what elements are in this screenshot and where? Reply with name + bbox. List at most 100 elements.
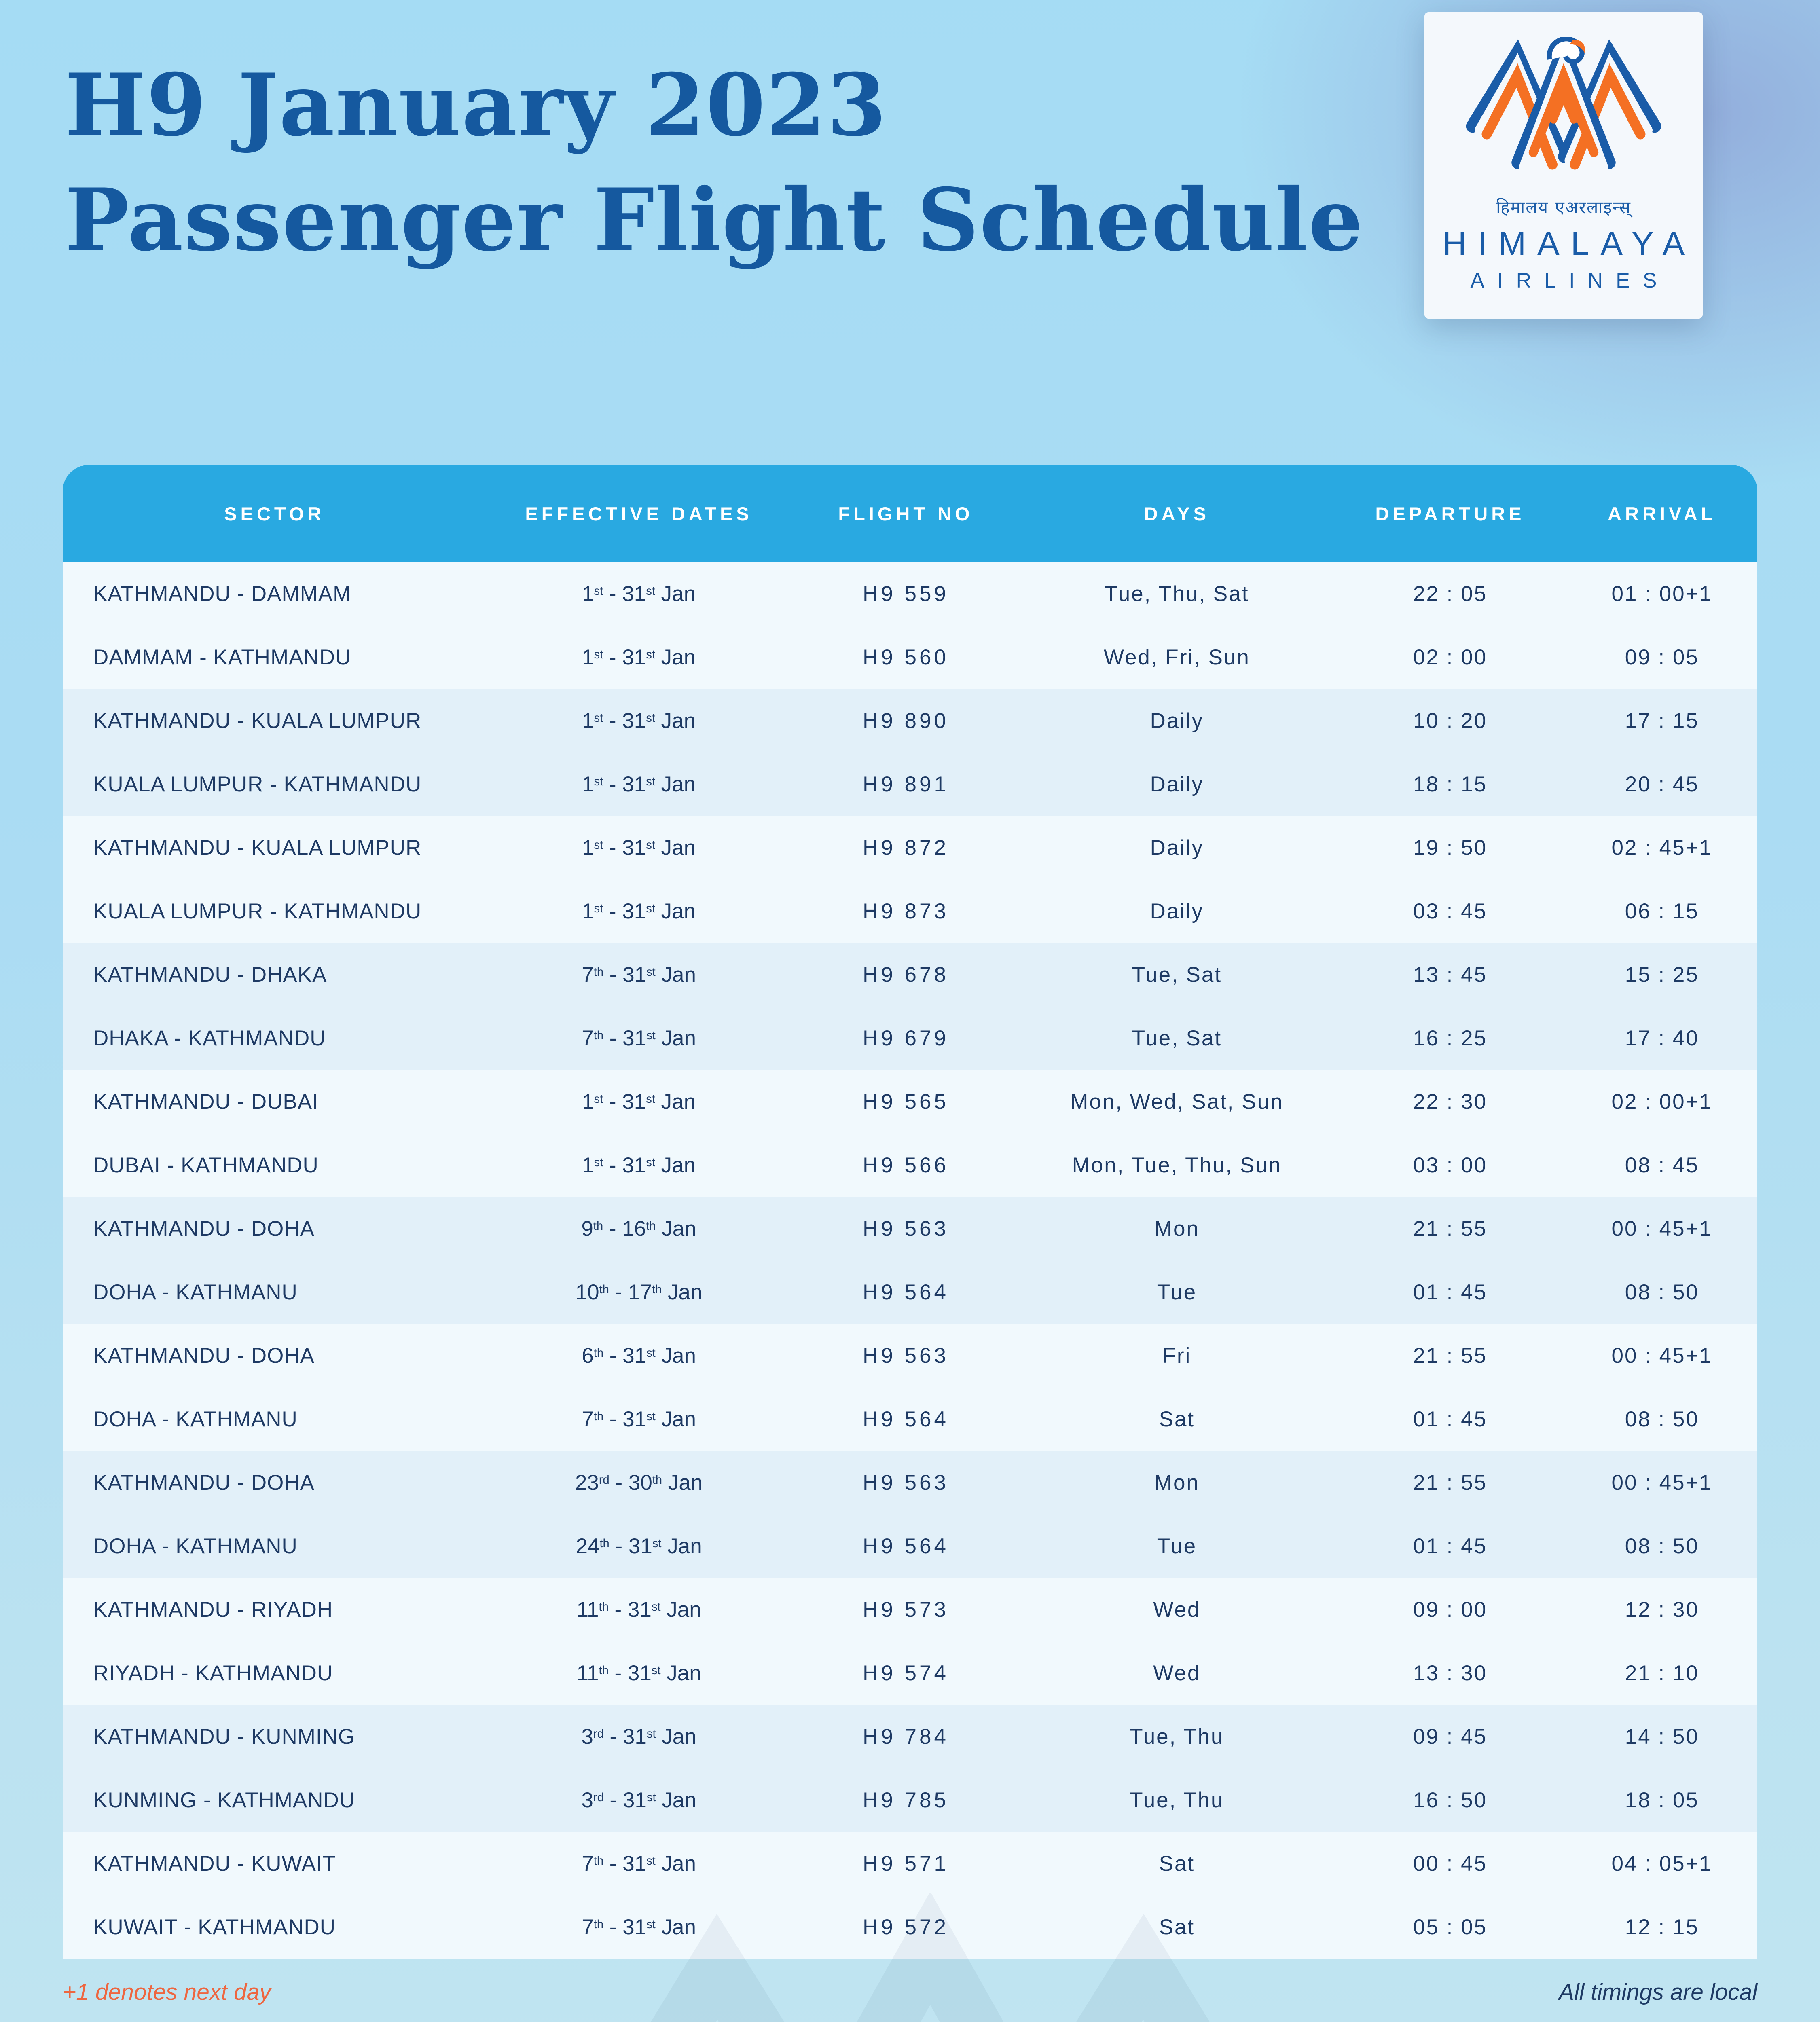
table-row: DHAKA - KATHMANDU 7th - 31st Jan H9 679 … (63, 1007, 1757, 1070)
row-days: Daily (1150, 836, 1204, 860)
row-arrival: 15 : 25 (1625, 963, 1699, 987)
row-flight-no: H9 573 (863, 1598, 949, 1622)
row-flight-no: H9 565 (863, 1090, 949, 1114)
row-sector: KUALA LUMPUR - KATHMANDU (93, 772, 422, 796)
row-effective-dates: 7th - 31st Jan (582, 963, 696, 987)
row-departure: 16 : 25 (1413, 1026, 1488, 1050)
row-sector: DAMMAM - KATHMANDU (93, 645, 351, 669)
row-effective-dates: 6th - 31st Jan (582, 1344, 696, 1368)
row-effective-dates: 1st - 31st Jan (582, 1153, 696, 1177)
row-flight-no: H9 563 (863, 1471, 949, 1495)
row-days: Wed (1153, 1661, 1201, 1685)
row-flight-no: H9 563 (863, 1217, 949, 1241)
table-row: KATHMANDU - KUNMING 3rd - 31st Jan H9 78… (63, 1705, 1757, 1768)
footnote-local-timings: All timings are local (1558, 1979, 1757, 2005)
row-arrival: 18 : 05 (1625, 1788, 1699, 1812)
row-days: Fri (1162, 1344, 1191, 1368)
row-flight-no: H9 785 (863, 1788, 949, 1812)
row-effective-dates: 9th - 16th Jan (581, 1217, 696, 1241)
table-row: KATHMANDU - DOHA 9th - 16th Jan H9 563 M… (63, 1197, 1757, 1261)
row-departure: 03 : 00 (1413, 1153, 1488, 1177)
page-title-line1: H9 January 2023 (65, 55, 887, 155)
row-effective-dates: 24th - 31st Jan (576, 1534, 702, 1558)
row-arrival: 17 : 40 (1625, 1026, 1699, 1050)
table-row: DOHA - KATHMANU 7th - 31st Jan H9 564 Sa… (63, 1387, 1757, 1451)
header-arrival: ARRIVAL (1608, 503, 1716, 525)
himalaya-airlines-bird-logo-icon (1466, 37, 1661, 172)
row-departure: 22 : 30 (1413, 1090, 1488, 1114)
table-row: RIYADH - KATHMANDU 11th - 31st Jan H9 57… (63, 1641, 1757, 1705)
row-effective-dates: 23rd - 30th Jan (575, 1471, 703, 1495)
row-arrival: 12 : 30 (1625, 1598, 1699, 1622)
table-row: KATHMANDU - DUBAI 1st - 31st Jan H9 565 … (63, 1070, 1757, 1134)
row-arrival: 17 : 15 (1625, 709, 1699, 733)
row-arrival: 02 : 45+1 (1611, 836, 1713, 860)
row-departure: 21 : 55 (1413, 1344, 1488, 1368)
table-row: DUBAI - KATHMANDU 1st - 31st Jan H9 566 … (63, 1134, 1757, 1197)
table-row: KATHMANDU - DOHA 6th - 31st Jan H9 563 F… (63, 1324, 1757, 1387)
row-effective-dates: 1st - 31st Jan (582, 1090, 696, 1114)
page-title: H9 January 2023 Passenger Flight Schedul… (65, 48, 1364, 277)
row-flight-no: H9 873 (863, 899, 949, 923)
header-effective-dates: EFFECTIVE DATES (525, 503, 753, 525)
row-departure: 13 : 45 (1413, 963, 1488, 987)
logo-subname-text: AIRLINES (1470, 269, 1670, 292)
row-departure: 03 : 45 (1413, 899, 1488, 923)
logo-name-text: HIMALAYA (1442, 225, 1696, 262)
row-departure: 18 : 15 (1413, 772, 1488, 796)
row-flight-no: H9 679 (863, 1026, 949, 1050)
row-departure: 00 : 45 (1413, 1852, 1488, 1876)
table-row: DOHA - KATHMANU 24th - 31st Jan H9 564 T… (63, 1514, 1757, 1578)
table-body: KATHMANDU - DAMMAM 1st - 31st Jan H9 559… (63, 562, 1757, 1959)
row-flight-no: H9 559 (863, 582, 949, 606)
row-departure: 01 : 45 (1413, 1280, 1488, 1304)
row-effective-dates: 1st - 31st Jan (582, 772, 696, 796)
row-effective-dates: 7th - 31st Jan (582, 1915, 696, 1939)
row-sector: KATHMANDU - KUNMING (93, 1725, 356, 1749)
table-row: DAMMAM - KATHMANDU 1st - 31st Jan H9 560… (63, 626, 1757, 689)
row-arrival: 01 : 00+1 (1611, 582, 1713, 606)
row-flight-no: H9 784 (863, 1725, 949, 1749)
row-arrival: 08 : 50 (1625, 1407, 1699, 1431)
table-row: KATHMANDU - KUALA LUMPUR 1st - 31st Jan … (63, 689, 1757, 753)
row-effective-dates: 1st - 31st Jan (582, 836, 696, 860)
row-days: Tue, Thu (1130, 1725, 1224, 1749)
row-sector: DHAKA - KATHMANDU (93, 1026, 326, 1050)
row-flight-no: H9 678 (863, 963, 949, 987)
row-effective-dates: 7th - 31st Jan (582, 1407, 696, 1431)
row-flight-no: H9 891 (863, 772, 949, 796)
footnote-next-day: +1 denotes next day (63, 1979, 271, 2005)
row-arrival: 00 : 45+1 (1611, 1217, 1713, 1241)
row-departure: 09 : 00 (1413, 1598, 1488, 1622)
header-departure: DEPARTURE (1375, 503, 1525, 525)
row-effective-dates: 10th - 17th Jan (575, 1280, 703, 1304)
row-days: Sat (1159, 1852, 1195, 1876)
row-departure: 13 : 30 (1413, 1661, 1488, 1685)
row-arrival: 14 : 50 (1625, 1725, 1699, 1749)
row-effective-dates: 7th - 31st Jan (582, 1026, 696, 1050)
row-flight-no: H9 890 (863, 709, 949, 733)
flight-schedule-table: SECTOR EFFECTIVE DATES FLIGHT NO DAYS DE… (63, 465, 1757, 1959)
row-effective-dates: 1st - 31st Jan (582, 899, 696, 923)
row-sector: KATHMANDU - DOHA (93, 1344, 315, 1368)
footnotes: +1 denotes next day All timings are loca… (63, 1979, 1757, 2005)
row-days: Tue, Thu, Sat (1105, 582, 1249, 606)
row-effective-dates: 11th - 31st Jan (576, 1598, 701, 1622)
row-days: Daily (1150, 899, 1204, 923)
row-days: Wed, Fri, Sun (1103, 645, 1250, 669)
row-sector: DOHA - KATHMANU (93, 1534, 298, 1558)
row-flight-no: H9 572 (863, 1915, 949, 1939)
row-days: Tue, Thu (1130, 1788, 1224, 1812)
row-arrival: 04 : 05+1 (1611, 1852, 1713, 1876)
table-row: KATHMANDU - KUALA LUMPUR 1st - 31st Jan … (63, 816, 1757, 880)
row-flight-no: H9 571 (863, 1852, 949, 1876)
row-arrival: 00 : 45+1 (1611, 1471, 1713, 1495)
row-effective-dates: 1st - 31st Jan (582, 645, 696, 669)
row-flight-no: H9 872 (863, 836, 949, 860)
row-arrival: 21 : 10 (1625, 1661, 1699, 1685)
row-days: Mon, Tue, Thu, Sun (1072, 1153, 1282, 1177)
table-row: KUNMING - KATHMANDU 3rd - 31st Jan H9 78… (63, 1768, 1757, 1832)
row-arrival: 08 : 50 (1625, 1534, 1699, 1558)
row-sector: KUWAIT - KATHMANDU (93, 1915, 336, 1939)
